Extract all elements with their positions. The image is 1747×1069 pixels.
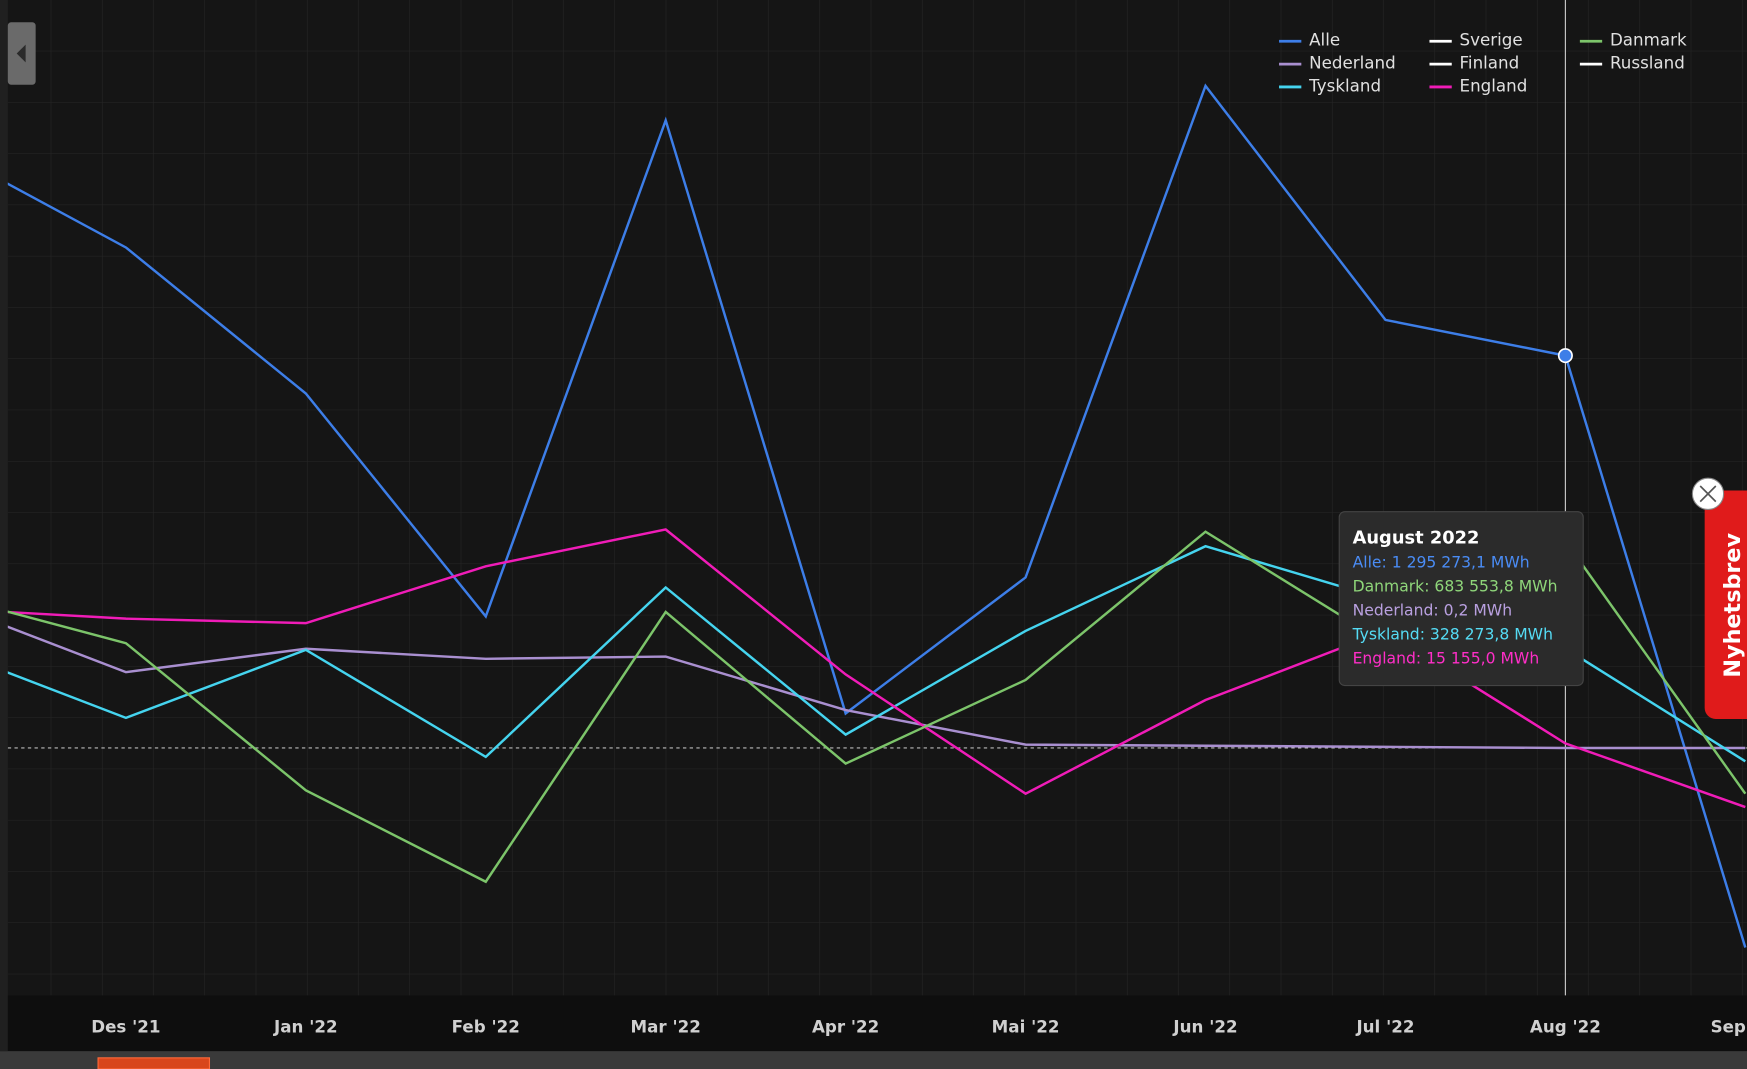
collapse-arrow	[16, 44, 26, 63]
bottom-bar	[0, 1051, 1747, 1069]
tooltip-entry: Tyskland: 328 273,8 MWh	[1352, 625, 1553, 643]
tooltip-entry: Alle: 1 295 273,1 MWh	[1353, 553, 1530, 571]
x-tick-label: Des '21	[91, 1016, 160, 1036]
series-line	[7, 83, 1747, 948]
series-line	[7, 625, 1746, 750]
x-tick-label: Aug '22	[1530, 1016, 1601, 1036]
x-tick-label: Jan '22	[273, 1016, 338, 1036]
x-tick-label: Jun '22	[1172, 1016, 1237, 1036]
tooltip-title: August 2022	[1353, 527, 1480, 548]
tooltip-box	[1338, 511, 1584, 687]
side-tab-bg[interactable]	[1704, 490, 1747, 719]
x-tick-label: Mai '22	[992, 1016, 1060, 1036]
legend-label: Alle	[1309, 30, 1340, 50]
hover-marker	[1557, 348, 1573, 364]
left-edge	[0, 0, 8, 1052]
x-tick-label: Sep '22	[1711, 1016, 1747, 1036]
tooltip-entry: Nederland: 0,2 MWh	[1353, 601, 1513, 619]
tooltip-entry: Danmark: 683 553,8 MWh	[1353, 577, 1558, 595]
legend-label: Sverige	[1460, 30, 1523, 50]
bottom-tab[interactable]	[97, 1057, 211, 1069]
x-tick-label: Feb '22	[452, 1016, 520, 1036]
legend-label: Russland	[1610, 53, 1685, 73]
x-tick-label: Mar '22	[631, 1016, 701, 1036]
x-tick-label: Apr '22	[812, 1016, 879, 1036]
legend-label: England	[1460, 75, 1528, 95]
grid-pattern	[7, 0, 1747, 996]
legend-label: Nederland	[1309, 53, 1396, 73]
side-tab-label[interactable]: Nyhetsbrev	[1720, 533, 1746, 678]
legend-label: Danmark	[1610, 30, 1687, 50]
close-icon	[1699, 485, 1717, 503]
x-axis: Des '21 Jan '22 Feb '22 Mar '22 Apr '22 Mai '…	[91, 1016, 1747, 1036]
x-axis-band	[7, 995, 1747, 1052]
tooltip: August 2022 Alle: 1 295 273,1 MWh Danmark:…	[1338, 511, 1584, 687]
legend-label: Finland	[1460, 53, 1520, 73]
tooltip-entry: England: 15 155,0 MWh	[1353, 649, 1540, 667]
legend-label: Tyskland	[1308, 75, 1381, 95]
x-tick-label: Jul '22	[1355, 1016, 1414, 1036]
side-tab[interactable]: Nyhetsbrev	[1691, 477, 1747, 719]
